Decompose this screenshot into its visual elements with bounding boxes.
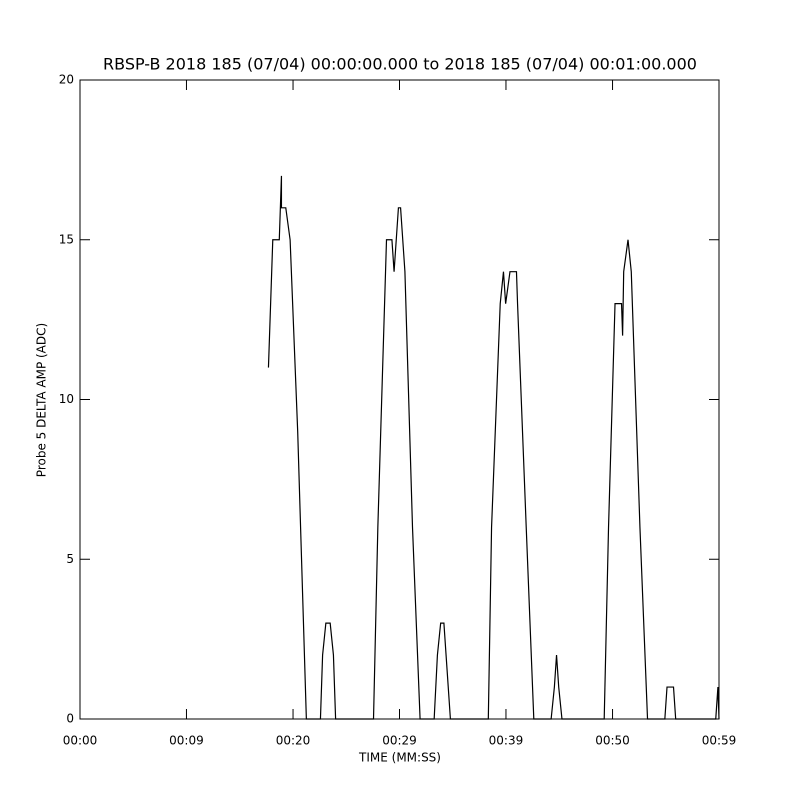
x-tick-label: 00:09	[169, 734, 204, 748]
x-axis-label: TIME (MM:SS)	[358, 751, 441, 765]
y-tick-label: 20	[59, 73, 74, 87]
data-line	[267, 175, 720, 720]
y-axis-label: Probe 5 DELTA AMP (ADC)	[35, 323, 49, 477]
chart-title: RBSP-B 2018 185 (07/04) 00:00:00.000 to …	[103, 55, 697, 74]
x-tick-label: 00:39	[489, 734, 524, 748]
plot-frame	[79, 79, 720, 720]
x-tick-label: 00:59	[702, 734, 737, 748]
y-tick-label: 5	[66, 552, 74, 566]
x-tick-label: 00:00	[63, 734, 98, 748]
y-tick-label: 15	[59, 232, 74, 246]
x-tick-label: 00:29	[382, 734, 417, 748]
y-tick-label: 0	[66, 712, 74, 726]
x-tick-label: 00:20	[276, 734, 311, 748]
y-tick-label: 10	[59, 392, 74, 406]
x-tick-label: 00:50	[595, 734, 630, 748]
